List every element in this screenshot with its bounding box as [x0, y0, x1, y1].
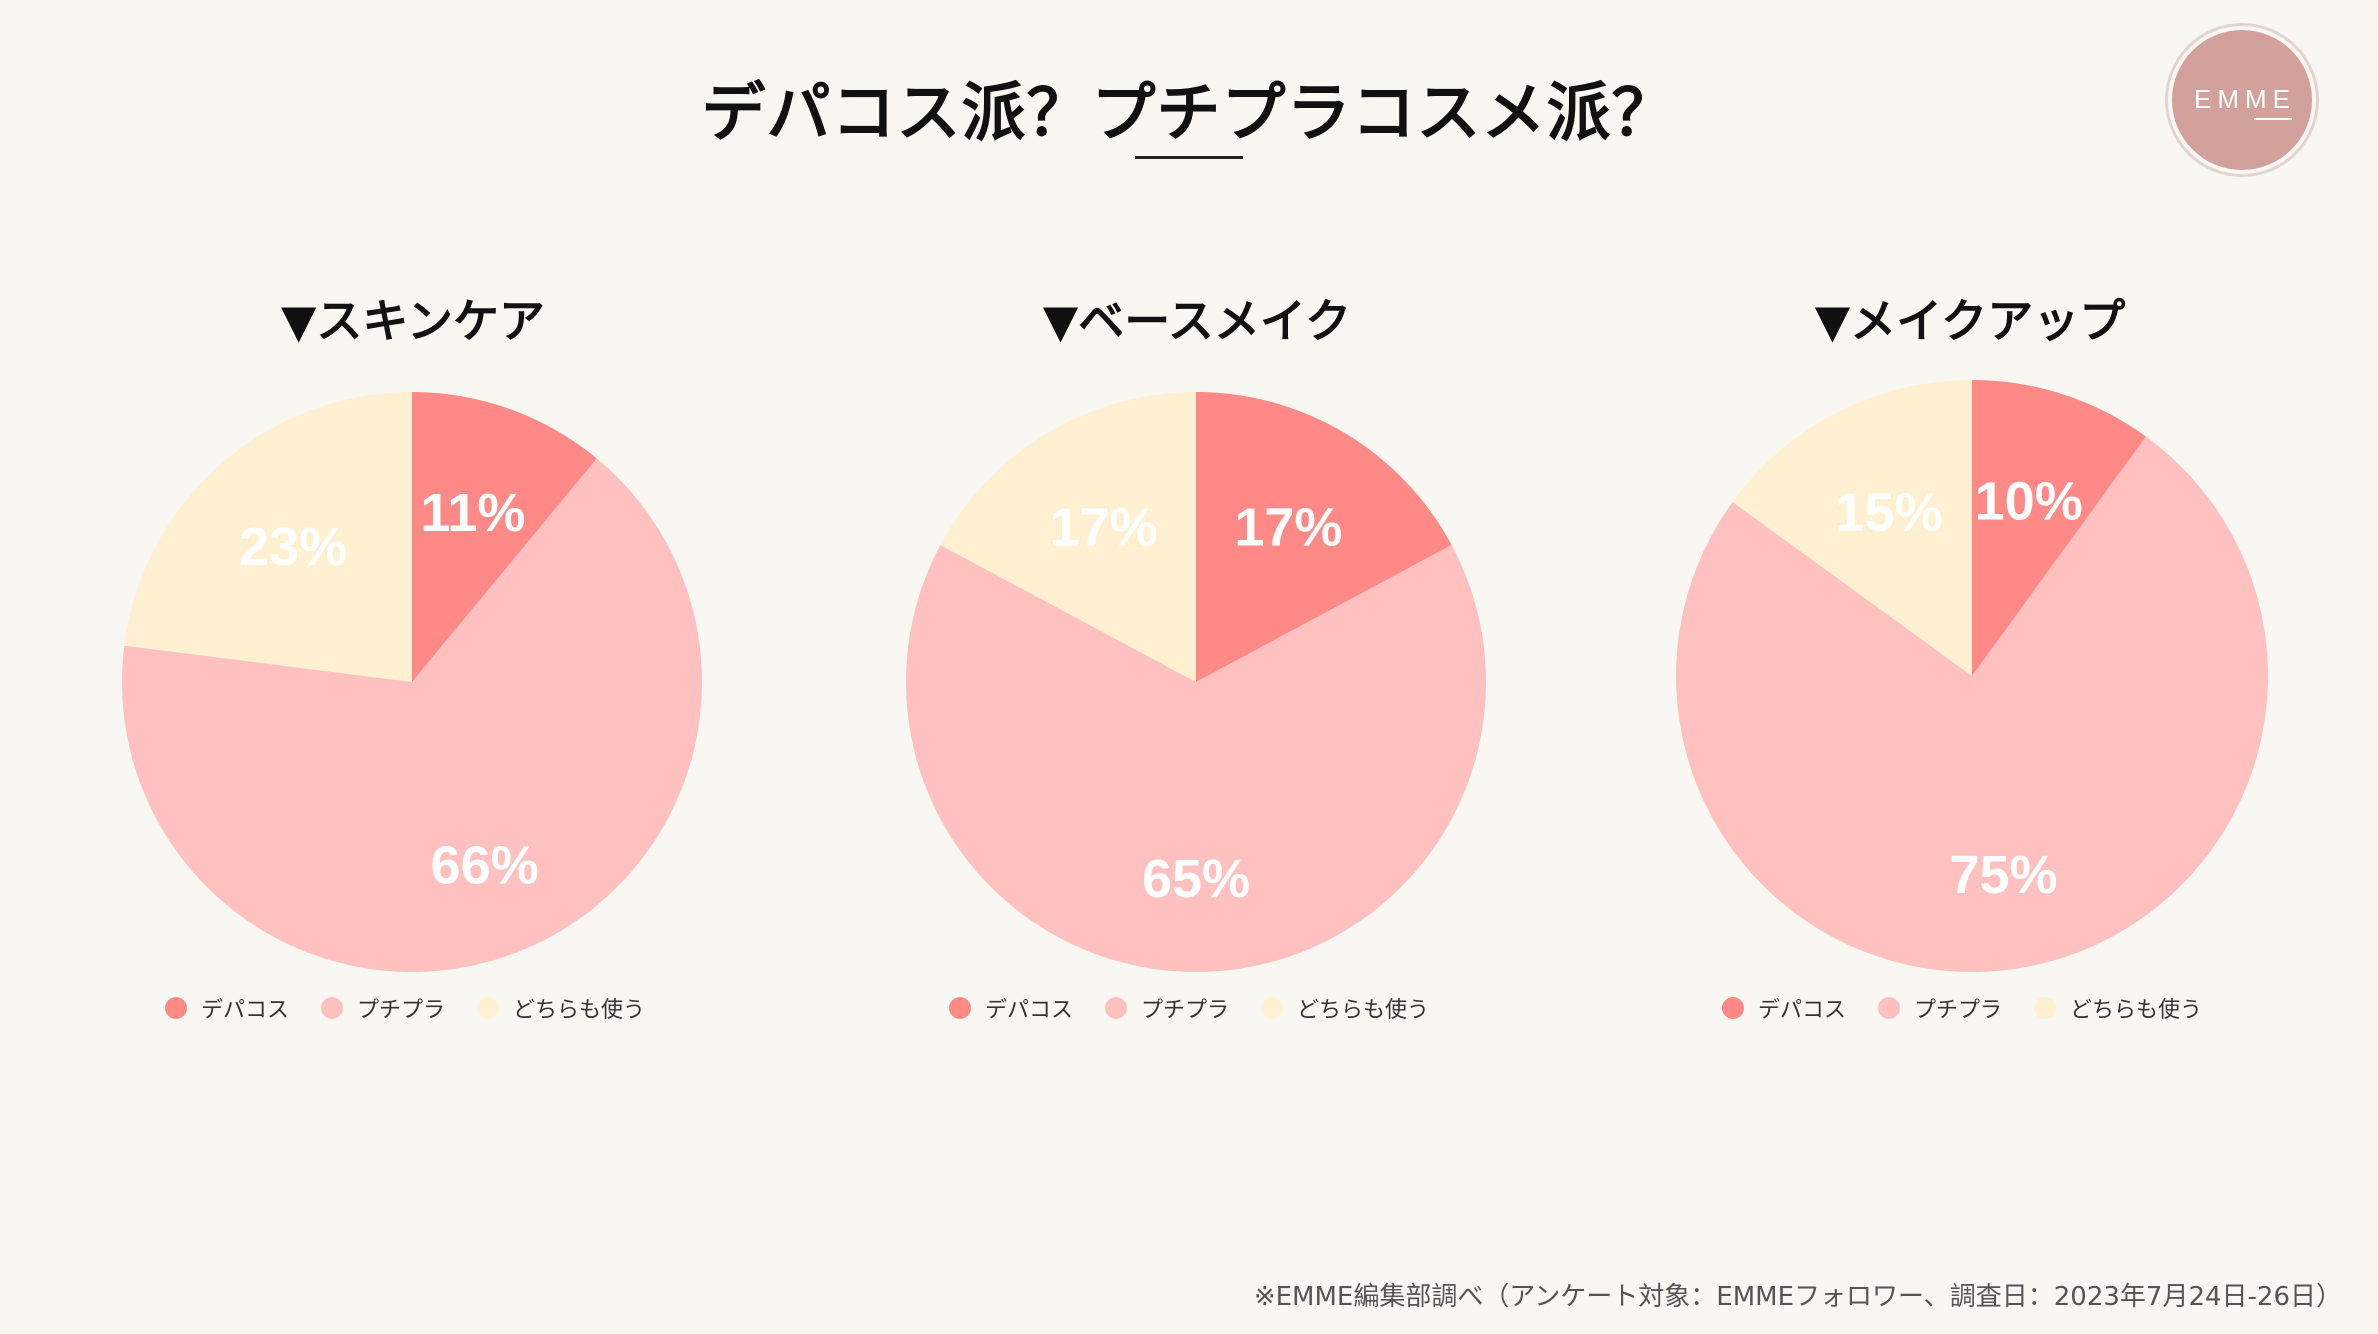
- pie-label-depacos: 10%: [1975, 472, 2083, 532]
- pie-label-dochira: 15%: [1835, 483, 1943, 543]
- pie-chart-basemake: 17% 65% 17%: [905, 392, 1486, 973]
- legend-label: デパコス: [1758, 998, 1847, 1023]
- pie-slice-puchipura: [122, 458, 703, 973]
- legend-item-depacos: デパコス: [165, 992, 289, 1024]
- source-footnote: ※EMME編集部調べ（アンケート対象：EMMEフォロワー、調査日：2023年7月…: [1253, 1282, 2342, 1312]
- legend-label: デパコス: [201, 998, 290, 1023]
- logo-underline: [2254, 118, 2292, 120]
- title-divider: [1135, 156, 1243, 159]
- legend-item-dochira: どちらも使う: [1261, 992, 1429, 1024]
- legend-makeup: デパコス プチプラ どちらも使う: [1722, 990, 2202, 1026]
- page-title: デパコス派？プチプラコスメ派？: [701, 77, 1677, 151]
- legend-label: どちらも使う: [1297, 998, 1430, 1023]
- pie-slice-dochira: [124, 392, 412, 682]
- pie-label-puchipura: 65%: [1142, 849, 1250, 909]
- legend-item-puchipura: プチプラ: [1878, 992, 2002, 1024]
- legend-swatch-dochira: [2034, 997, 2057, 1019]
- pie-label-puchipura: 66%: [431, 835, 539, 895]
- legend-label: デパコス: [985, 998, 1074, 1023]
- emme-logo[interactable]: EMME: [2172, 30, 2312, 170]
- pie-slice-dochira: [940, 392, 1196, 682]
- pie-label-puchipura: 75%: [1949, 845, 2057, 905]
- pie-label-depacos: 11%: [420, 483, 525, 543]
- legend-basemake: デパコス プチプラ どちらも使う: [949, 990, 1429, 1026]
- legend-swatch-dochira: [1261, 997, 1284, 1019]
- legend-swatch-depacos: [1722, 997, 1744, 1019]
- legend-swatch-puchipura: [321, 997, 344, 1019]
- logo-text: EMME: [2194, 84, 2296, 114]
- legend-item-depacos: デパコス: [1722, 992, 1846, 1024]
- legend-item-puchipura: プチプラ: [1105, 992, 1229, 1024]
- pie-slice-puchipura: [1676, 436, 2269, 973]
- chart-title-skincare: ▼スキンケア: [281, 294, 545, 348]
- legend-swatch-puchipura: [1878, 997, 1901, 1019]
- pie-slice-puchipura: [905, 545, 1486, 973]
- legend-swatch-puchipura: [1105, 997, 1128, 1019]
- legend-swatch-depacos: [949, 997, 971, 1019]
- legend-swatch-dochira: [477, 997, 500, 1019]
- pie-slice-dochira: [1732, 380, 1972, 676]
- pie-chart-makeup: 10% 75% 15%: [1676, 380, 2269, 973]
- pie-slice-depacos: [1196, 392, 1452, 682]
- legend-item-dochira: どちらも使う: [2034, 992, 2202, 1024]
- pie-slice-depacos: [412, 392, 597, 682]
- legend-label: プチプラ: [1141, 998, 1230, 1023]
- chart-title-makeup: ▼メイクアップ: [1814, 294, 2126, 348]
- chart-title-basemake: ▼ベースメイク: [1042, 294, 1352, 348]
- legend-item-depacos: デパコス: [949, 992, 1073, 1024]
- pie-label-dochira: 17%: [1050, 498, 1158, 558]
- pie-label-depacos: 17%: [1234, 498, 1342, 558]
- legend-item-puchipura: プチプラ: [321, 992, 445, 1024]
- legend-label: どちらも使う: [2070, 998, 2203, 1023]
- legend-item-dochira: どちらも使う: [477, 992, 645, 1024]
- legend-label: どちらも使う: [513, 998, 646, 1023]
- pie-label-dochira: 23%: [239, 517, 347, 577]
- legend-skincare: デパコス プチプラ どちらも使う: [165, 990, 645, 1026]
- legend-swatch-depacos: [165, 997, 187, 1019]
- legend-label: プチプラ: [1914, 998, 2003, 1023]
- pie-slice-depacos: [1972, 380, 2146, 676]
- legend-label: プチプラ: [357, 998, 446, 1023]
- pie-chart-skincare: 11% 66% 23%: [122, 392, 703, 973]
